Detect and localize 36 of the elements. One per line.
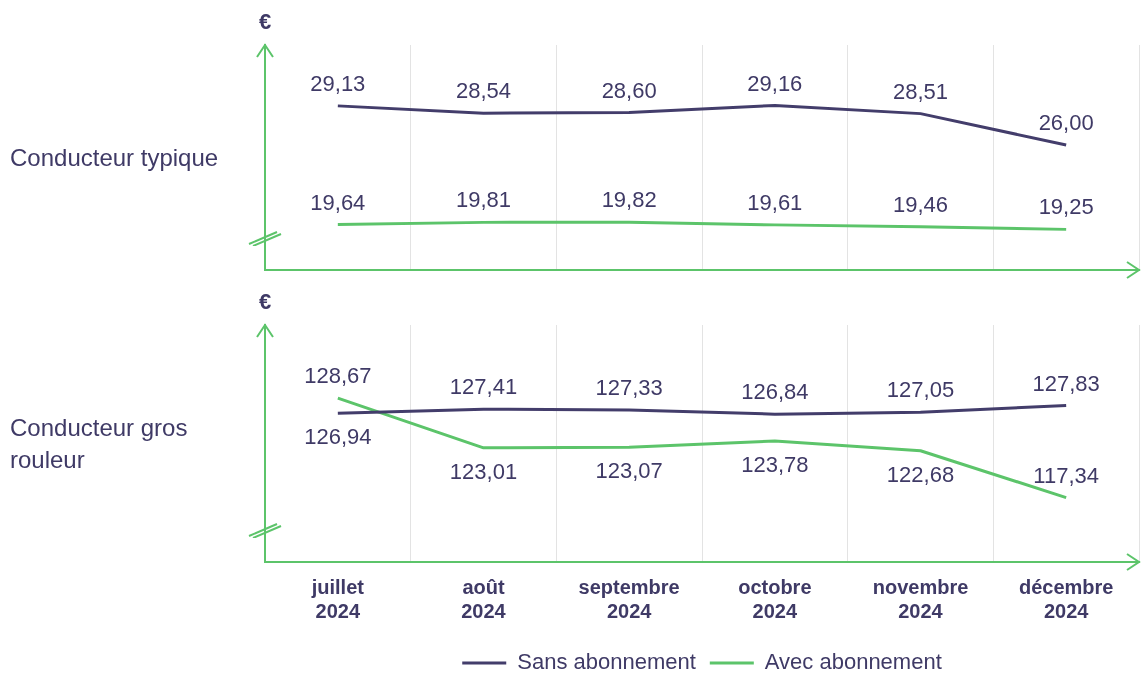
data-label: 28,51: [892, 78, 949, 104]
data-label: 29,16: [747, 70, 803, 96]
text: Conducteur typique: [10, 142, 220, 173]
data-label: 26,00: [1038, 110, 1094, 136]
data-label: 128,67: [304, 363, 372, 389]
data-label: 123,01: [449, 458, 518, 484]
y-axis-title: €: [258, 9, 272, 35]
data-label: 127,33: [595, 374, 663, 400]
data-label: 127,05: [886, 377, 955, 403]
data-label: 29,13: [310, 70, 366, 96]
data-label: 19,81: [455, 187, 512, 213]
data-label: 127,83: [1032, 370, 1100, 396]
data-label: 123,78: [741, 452, 809, 478]
y-axis-title: €: [258, 289, 272, 315]
data-label: 28,60: [601, 77, 657, 103]
data-label: 123,07: [595, 458, 663, 484]
legend-label: Sans abonnement: [517, 649, 696, 675]
legend-label: Avec abonnement: [764, 649, 942, 675]
data-label: 126,84: [741, 379, 809, 405]
data-label: 127,41: [449, 374, 518, 400]
data-label: 28,54: [455, 78, 512, 104]
x-tick-label: septembre 2024: [578, 575, 680, 622]
x-tick-label: novembre 2024: [872, 575, 969, 622]
x-tick-label: décembre 2024: [1018, 575, 1114, 622]
data-label: 19,64: [310, 189, 366, 215]
data-label: 126,94: [304, 424, 372, 450]
data-label: 122,68: [886, 461, 955, 487]
x-tick-label: août 2024: [461, 575, 507, 622]
x-tick-label: juillet 2024: [310, 575, 365, 622]
data-label: 19,61: [747, 189, 803, 215]
data-label: 19,25: [1038, 194, 1094, 220]
data-label: 117,34: [1033, 462, 1099, 488]
data-label: 19,46: [892, 191, 949, 217]
text: Conducteur gros rouleur: [10, 412, 189, 475]
data-label: 19,82: [601, 187, 657, 213]
x-tick-label: octobre 2024: [738, 575, 812, 622]
